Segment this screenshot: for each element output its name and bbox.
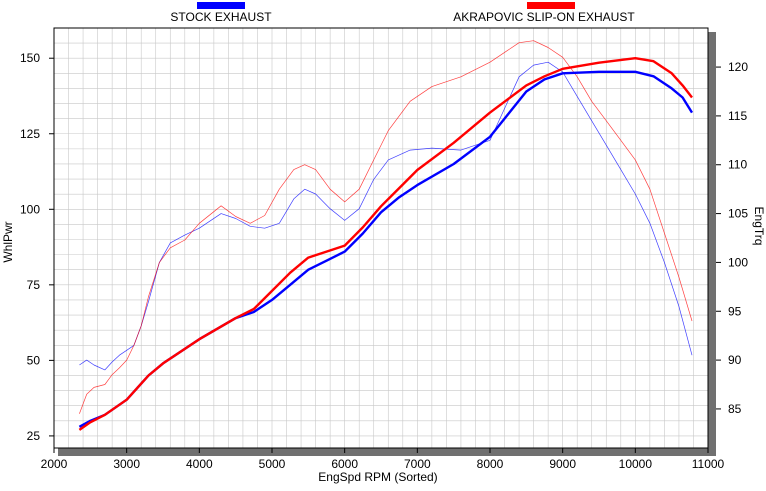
y-right-tick-label: 110 xyxy=(728,158,747,172)
x-tick-label: 10000 xyxy=(619,457,653,471)
plot-frame xyxy=(53,27,716,456)
x-tick-label: 6000 xyxy=(331,457,358,471)
y-left-tick-label: 75 xyxy=(27,278,41,292)
tick-labels: 2000 3000 4000 5000 6000 7000 8000 9000 10000 110… xyxy=(20,51,748,471)
y-left-tick-label: 150 xyxy=(20,51,40,65)
y-left-tick-label: 125 xyxy=(20,127,40,141)
y-right-tick-label: 120 xyxy=(728,60,748,74)
x-tick-label: 8000 xyxy=(477,457,504,471)
frame-shadow-right xyxy=(708,32,716,456)
x-tick-label: 9000 xyxy=(549,457,576,471)
grid xyxy=(53,28,709,448)
y-left-tick-label: 100 xyxy=(20,202,40,216)
plot-border xyxy=(53,27,709,449)
legend-swatch-stock xyxy=(197,2,245,9)
x-tick-label: 7000 xyxy=(404,457,431,471)
frame-shadow-bottom xyxy=(58,448,716,456)
y-right-tick-label: 85 xyxy=(728,402,742,416)
x-tick-label: 4000 xyxy=(186,457,213,471)
series-line-akrapovic-engtrq xyxy=(79,40,693,414)
y-axis-label-right: EngTrq xyxy=(752,207,766,246)
x-tick-label: 11000 xyxy=(692,457,725,471)
legend-label-akrapovic: AKRAPOVIC SLIP-ON EXHAUST xyxy=(453,10,635,24)
y-right-tick-label: 105 xyxy=(728,207,748,221)
series-lines xyxy=(78,40,694,431)
x-tick-label: 3000 xyxy=(113,457,140,471)
series-line-stock-engtrq xyxy=(79,61,693,371)
y-axis-label-left: WhlPwr xyxy=(1,221,15,262)
y-right-tick-label: 100 xyxy=(728,255,748,269)
x-tick-label: 2000 xyxy=(41,457,68,471)
y-right-tick-label: 90 xyxy=(728,353,742,367)
legend-label-stock: STOCK EXHAUST xyxy=(170,10,272,24)
y-left-tick-label: 25 xyxy=(27,429,41,443)
y-right-tick-label: 95 xyxy=(728,304,742,318)
x-axis-label: EngSpd RPM (Sorted) xyxy=(318,470,437,484)
x-tick-label: 5000 xyxy=(259,457,286,471)
axis-labels: EngSpd RPM (Sorted) WhlPwr EngTrq xyxy=(1,207,766,484)
series-line-akrapovic-whlpwr xyxy=(78,57,693,431)
y-right-tick-label: 115 xyxy=(728,109,747,123)
legend: STOCK EXHAUST AKRAPOVIC SLIP-ON EXHAUST xyxy=(170,2,635,24)
series-line-stock-whlpwr xyxy=(78,70,694,428)
legend-swatch-akrapovic xyxy=(527,2,575,9)
y-left-tick-label: 50 xyxy=(27,353,41,367)
